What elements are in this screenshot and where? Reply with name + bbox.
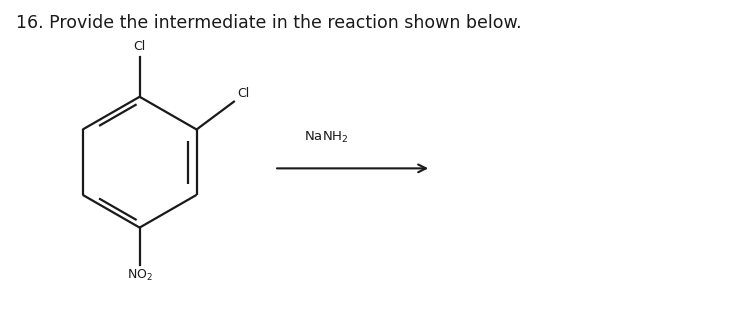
Text: Cl: Cl [238, 87, 250, 100]
Text: Cl: Cl [134, 41, 146, 53]
Text: NaNH$_2$: NaNH$_2$ [304, 130, 349, 145]
Text: NO$_2$: NO$_2$ [127, 268, 152, 283]
Text: 16. Provide the intermediate in the reaction shown below.: 16. Provide the intermediate in the reac… [16, 14, 522, 32]
